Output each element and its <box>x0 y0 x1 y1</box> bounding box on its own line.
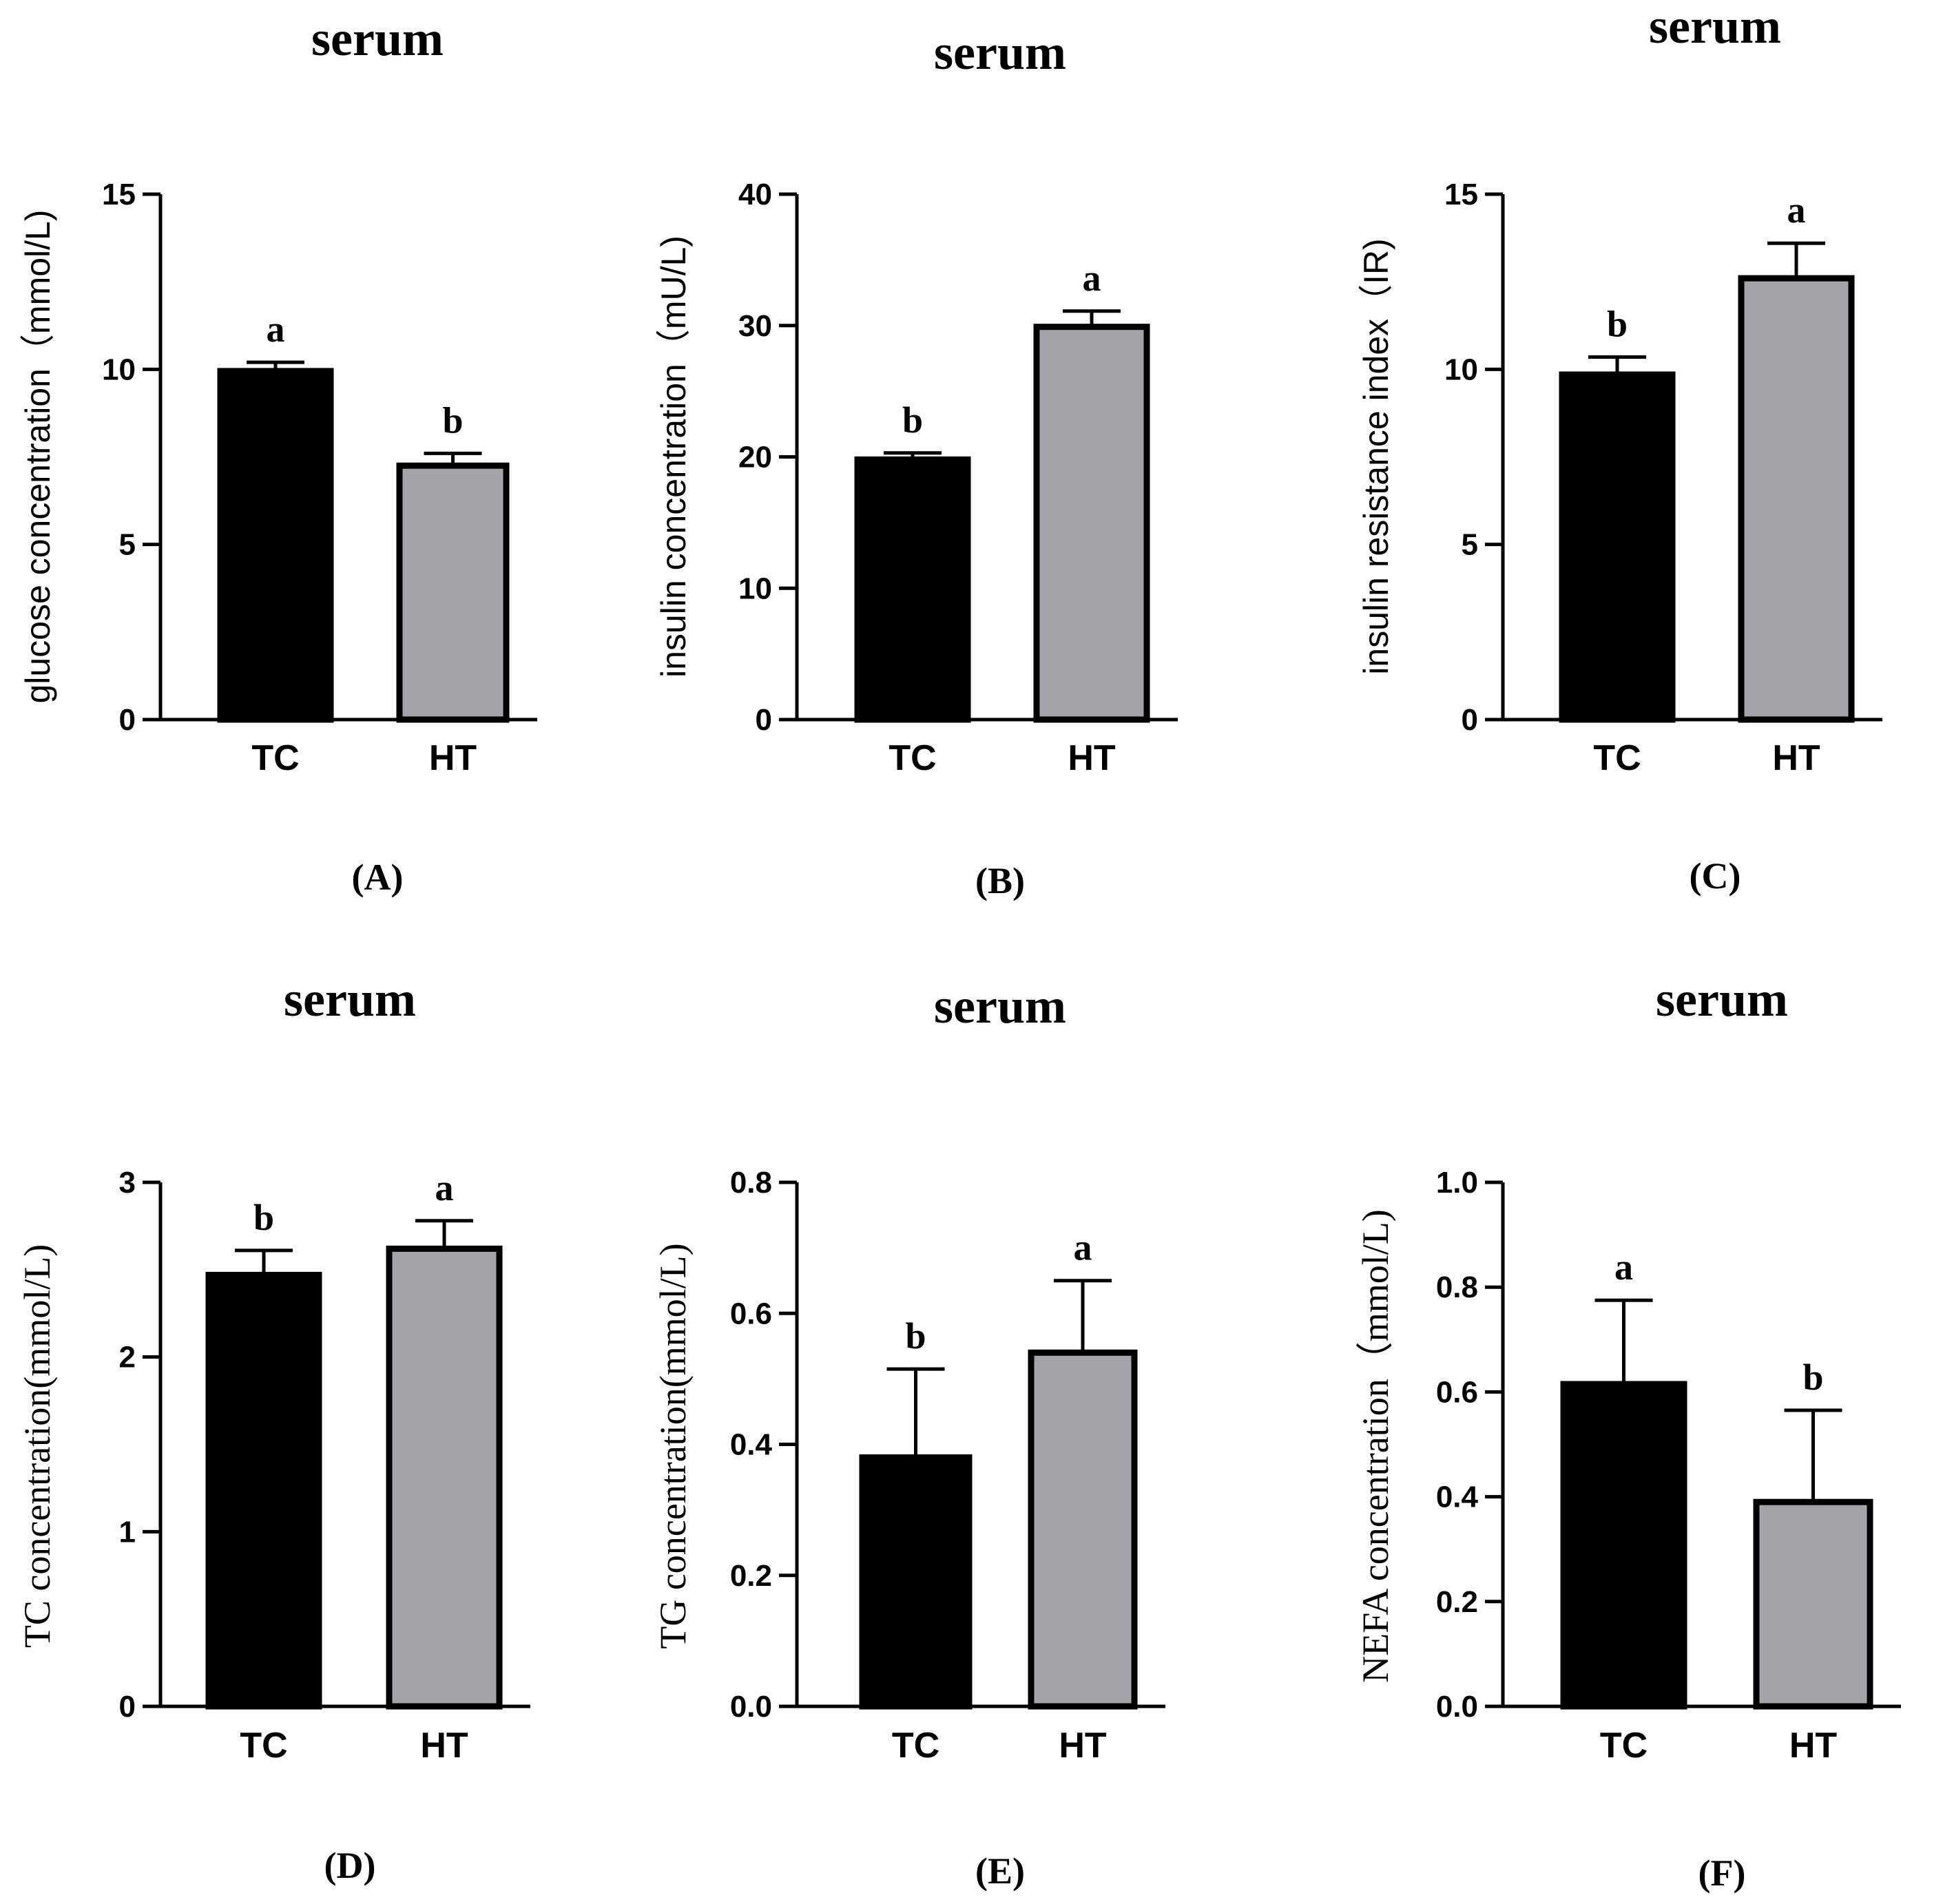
panel-label: (F) <box>1698 1852 1746 1894</box>
y-tick-label: 0.2 <box>730 1559 772 1593</box>
x-tick-label: HT <box>1772 738 1820 778</box>
bar <box>1738 275 1855 723</box>
y-tick-label: 0.6 <box>730 1297 772 1330</box>
y-tick-label: 1 <box>119 1515 136 1549</box>
y-tick-label: 0.8 <box>1436 1270 1478 1304</box>
x-tick-label: TC <box>251 738 299 778</box>
y-tick-label: 0.6 <box>1436 1375 1478 1409</box>
y-tick-label: 0.2 <box>1436 1585 1478 1619</box>
chart-title: serum <box>1649 0 1781 54</box>
y-tick-label: 1.0 <box>1436 1166 1478 1200</box>
y-tick-label: 5 <box>119 528 136 562</box>
chart-panel: serum TG concentration(mmol/L) b TC a HT 0.0 0.… <box>652 979 1165 1892</box>
y-tick-label: 0.8 <box>730 1166 772 1200</box>
bar <box>1559 371 1676 723</box>
significance-label: a <box>435 1167 454 1209</box>
significance-label: b <box>905 1315 926 1357</box>
x-tick-label: HT <box>1068 738 1116 778</box>
y-tick-label: 0 <box>1462 703 1478 737</box>
bar <box>1753 1498 1873 1710</box>
chart-panel: serum glucose concentration（mmol/L) a TC b HT… <box>19 11 537 898</box>
chart-panel: serum insulin concentration（mU/L) b TC a HT 0 1… <box>654 25 1178 901</box>
significance-label: a <box>1074 1227 1092 1268</box>
y-tick-label: 30 <box>738 309 772 343</box>
chart-title: serum <box>934 25 1066 80</box>
x-tick-label: HT <box>420 1726 468 1766</box>
y-axis-label: glucose concentration（mmol/L) <box>19 210 57 704</box>
y-tick-label: 0.0 <box>730 1690 772 1724</box>
y-tick-label: 0.4 <box>730 1428 773 1462</box>
panel-label: (E) <box>975 1850 1025 1892</box>
y-tick-label: 10 <box>102 353 136 386</box>
chart-title: serum <box>1656 972 1788 1027</box>
chart-panel: serum NEFA concentration（mmol/L) a TC b HT 0.0… <box>1355 972 1901 1894</box>
significance-label: a <box>1083 258 1101 299</box>
y-tick-label: 20 <box>738 441 772 474</box>
panel-label: (C) <box>1690 855 1741 897</box>
y-tick-label: 10 <box>738 572 772 605</box>
y-tick-label: 0.4 <box>1436 1481 1479 1514</box>
significance-label: b <box>1802 1357 1823 1398</box>
panel-label: (B) <box>975 860 1025 901</box>
significance-label: a <box>1614 1246 1633 1288</box>
y-tick-label: 2 <box>119 1341 136 1374</box>
significance-label: b <box>442 399 463 441</box>
chart-panel: serum TC concentration(mmol/L) b TC a HT 0 1 2 3 (… <box>17 972 530 1886</box>
y-axis-label: TC concentration(mmol/L) <box>17 1244 58 1648</box>
panel-label: (A) <box>352 857 404 898</box>
bar <box>854 456 971 723</box>
y-axis-label: insulin resistance index（IR) <box>1357 238 1395 675</box>
significance-label: a <box>267 308 285 350</box>
bar <box>1560 1381 1687 1710</box>
x-tick-label: TC <box>1600 1726 1648 1766</box>
y-tick-label: 0 <box>119 703 136 737</box>
y-tick-label: 15 <box>1444 178 1478 211</box>
chart-title: serum <box>311 11 444 66</box>
y-tick-label: 0 <box>119 1690 136 1724</box>
y-tick-label: 3 <box>119 1166 136 1200</box>
x-tick-label: HT <box>1059 1726 1107 1766</box>
bar <box>396 462 510 723</box>
x-tick-label: TC <box>240 1726 287 1766</box>
x-tick-label: HT <box>429 738 477 778</box>
significance-label: b <box>902 399 923 441</box>
y-axis-label: insulin concentration（mU/L) <box>654 236 693 678</box>
panel-label: (D) <box>324 1845 376 1886</box>
y-tick-label: 40 <box>738 178 772 211</box>
bar <box>859 1454 973 1710</box>
bar <box>1028 1349 1138 1710</box>
x-tick-label: TC <box>889 738 936 778</box>
bar <box>1033 324 1150 723</box>
significance-label: a <box>1787 189 1806 231</box>
significance-label: b <box>1607 304 1628 345</box>
bar <box>386 1245 503 1710</box>
y-axis-label: TG concentration(mmol/L) <box>652 1243 694 1649</box>
chart-title: serum <box>284 972 416 1027</box>
x-tick-label: TC <box>892 1726 939 1766</box>
bar <box>217 368 334 723</box>
y-tick-label: 10 <box>1444 353 1478 386</box>
y-tick-label: 0.0 <box>1436 1690 1478 1724</box>
y-tick-label: 0 <box>756 703 772 737</box>
significance-label: b <box>253 1197 274 1238</box>
y-tick-label: 15 <box>102 178 136 211</box>
x-tick-label: TC <box>1593 738 1641 778</box>
chart-panel: serum insulin resistance index（IR) b TC a HT 0… <box>1357 0 1882 897</box>
chart-title: serum <box>934 979 1066 1034</box>
bar <box>205 1271 322 1710</box>
x-tick-label: HT <box>1789 1726 1838 1766</box>
y-tick-label: 5 <box>1462 528 1478 562</box>
y-axis-label: NEFA concentration（mmol/L) <box>1355 1209 1396 1682</box>
